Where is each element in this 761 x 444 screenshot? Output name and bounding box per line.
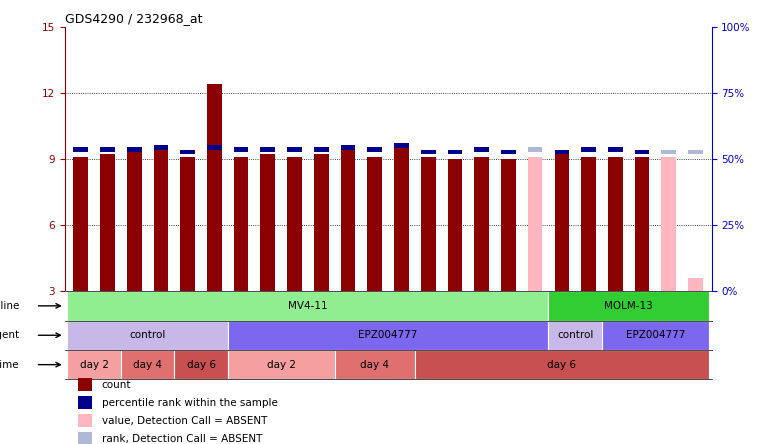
Text: day 2: day 2 [266,360,296,370]
Bar [68,350,121,379]
Bar [415,350,708,379]
Bar [447,159,462,291]
Bar [394,143,409,148]
Bar [528,157,543,291]
Bar [688,278,703,291]
Bar [421,157,435,291]
Bar [549,291,708,321]
Bar [121,350,174,379]
Bar [661,150,676,155]
Bar [368,147,382,152]
Bar [78,432,92,444]
Bar [661,157,676,291]
Bar [581,147,596,152]
Text: agent: agent [0,330,19,340]
Bar [335,350,415,379]
Bar [154,145,168,150]
Bar [234,147,248,152]
Bar [228,321,549,350]
Bar [287,157,302,291]
Bar [549,321,602,350]
Text: rank, Detection Call = ABSENT: rank, Detection Call = ABSENT [101,434,262,444]
Bar [180,157,195,291]
Bar [228,350,335,379]
Text: time: time [0,360,19,370]
Bar [65,291,712,376]
Bar [314,147,329,152]
Text: MOLM-13: MOLM-13 [604,301,653,311]
Bar [68,291,549,321]
Bar [688,150,703,155]
Bar [447,150,462,155]
Bar [341,148,355,291]
Text: EPZ004777: EPZ004777 [358,330,418,340]
Bar [234,157,248,291]
Bar [608,147,622,152]
Bar [68,321,228,350]
Bar [368,157,382,291]
Bar [341,145,355,150]
Text: MV4-11: MV4-11 [288,301,328,311]
Bar [127,147,142,152]
Bar [78,414,92,427]
Bar [474,157,489,291]
Text: count: count [101,380,131,389]
Bar [394,143,409,291]
Text: day 6: day 6 [547,360,576,370]
Text: EPZ004777: EPZ004777 [626,330,685,340]
Bar [260,147,275,152]
Bar [260,155,275,291]
Text: control: control [557,330,594,340]
Text: day 6: day 6 [186,360,215,370]
Bar [100,155,115,291]
Text: GDS4290 / 232968_at: GDS4290 / 232968_at [65,12,202,25]
Bar [78,378,92,391]
Bar [174,350,228,379]
Bar [474,147,489,152]
Text: percentile rank within the sample: percentile rank within the sample [101,398,278,408]
Bar [78,396,92,409]
Bar [207,84,221,291]
Text: cell line: cell line [0,301,19,311]
Text: day 2: day 2 [80,360,109,370]
Text: control: control [129,330,166,340]
Text: value, Detection Call = ABSENT: value, Detection Call = ABSENT [101,416,267,426]
Bar [501,159,516,291]
Bar [127,152,142,291]
Bar [314,155,329,291]
Bar [180,150,195,155]
Bar [421,150,435,155]
Bar [608,157,622,291]
Bar [100,147,115,152]
Bar [207,145,221,150]
Bar [635,150,649,155]
Bar [555,150,569,155]
Bar [287,147,302,152]
Text: day 4: day 4 [360,360,389,370]
Bar [602,321,708,350]
Bar [154,148,168,291]
Text: day 4: day 4 [133,360,162,370]
Bar [73,147,88,152]
Bar [555,155,569,291]
Bar [73,157,88,291]
Bar [528,147,543,152]
Bar [501,150,516,155]
Bar [581,157,596,291]
Bar [635,157,649,291]
